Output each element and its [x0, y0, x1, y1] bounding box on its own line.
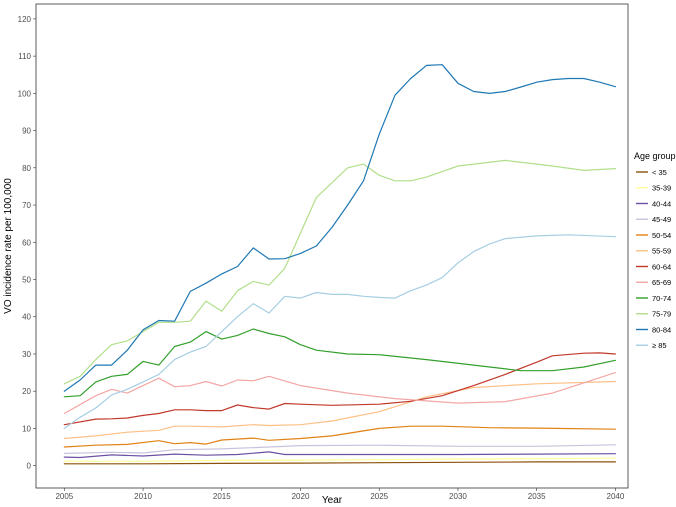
legend-label: 75-79 — [652, 310, 671, 319]
series-line — [63, 444, 617, 454]
x-tick-label: 2035 — [528, 492, 546, 501]
legend-title: Age group — [634, 151, 676, 161]
y-tick-label: 0 — [27, 462, 32, 471]
legend-label: 50-54 — [652, 231, 671, 240]
y-tick-label: 40 — [22, 313, 31, 322]
plot-panel — [35, 3, 629, 489]
y-tick-label: 60 — [22, 238, 31, 247]
legend-label: 40-44 — [652, 199, 671, 208]
legend: Age group < 35 35-39 40-44 45-49 50-54 55-59 6… — [634, 151, 676, 350]
series-line — [63, 457, 617, 462]
legend-label: 60-64 — [652, 262, 671, 271]
legend-label: 80-84 — [652, 325, 671, 334]
y-tick-label: 120 — [18, 15, 32, 24]
legend-label: < 35 — [652, 168, 667, 177]
x-tick-label: 2010 — [134, 492, 152, 501]
series-line — [63, 425, 617, 448]
y-tick-label: 50 — [22, 276, 31, 285]
y-tick-label: 100 — [18, 89, 32, 98]
series-line — [63, 451, 617, 459]
series-layer — [63, 64, 617, 465]
series-line — [63, 461, 617, 465]
x-tick-label: 2005 — [55, 492, 73, 501]
series-line — [63, 372, 617, 415]
y-tick-label: 30 — [22, 350, 31, 359]
legend-label: 55-59 — [652, 247, 671, 256]
y-tick-label: 90 — [22, 127, 31, 136]
series-line — [63, 352, 617, 426]
series-line — [63, 64, 617, 392]
y-tick-label: 20 — [22, 387, 31, 396]
x-tick-label: 2025 — [370, 492, 388, 501]
x-tick-label: 2040 — [607, 492, 625, 501]
x-tick-label: 2020 — [292, 492, 310, 501]
legend-label: 35-39 — [652, 184, 671, 193]
legend-label: 65-69 — [652, 278, 671, 287]
series-line — [63, 328, 617, 398]
y-tick-label: 10 — [22, 424, 31, 433]
y-axis-title: VO incidence rate per 100,000 — [3, 178, 14, 314]
y-tick-label: 70 — [22, 201, 31, 210]
y-tick-label: 80 — [22, 164, 31, 173]
series-line — [63, 159, 617, 385]
x-tick-label: 2015 — [213, 492, 231, 501]
series-line — [63, 380, 617, 440]
legend-label: 45-49 — [652, 215, 671, 224]
x-axis-title: Year — [322, 495, 343, 506]
legend-label: 70-74 — [652, 294, 671, 303]
x-tick-label: 2030 — [449, 492, 467, 501]
y-tick-label: 110 — [18, 52, 31, 61]
series-line — [63, 234, 617, 429]
legend-label: ≥ 85 — [652, 341, 667, 350]
